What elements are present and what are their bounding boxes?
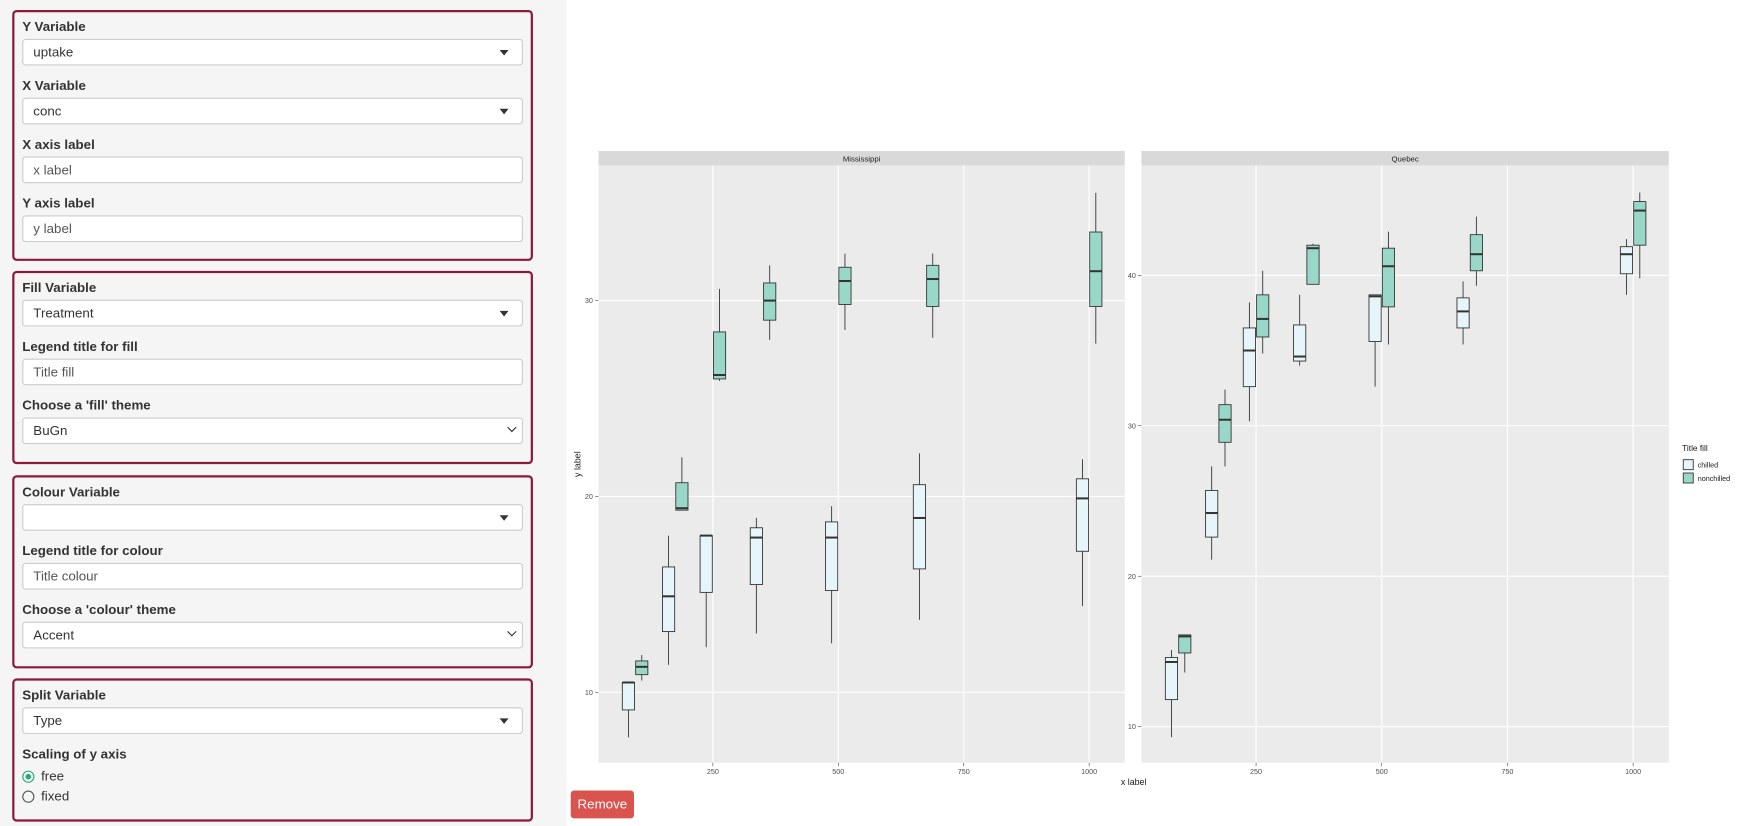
y-tick-label: 10 — [585, 688, 593, 697]
facet-title: Mississippi — [843, 155, 881, 164]
label: Scaling of y axis — [22, 746, 127, 762]
box — [1242, 327, 1256, 388]
label: Legend title for colour — [22, 542, 163, 559]
legend-key — [1682, 472, 1694, 484]
y-tick-label: 30 — [585, 296, 593, 305]
box — [1293, 324, 1307, 362]
y-tick-label: 10 — [1128, 722, 1136, 731]
text-input[interactable]: Title fill — [22, 358, 523, 386]
box — [1089, 231, 1103, 307]
option-label: fixed — [41, 788, 70, 804]
sidebar: Y Variable uptake X Variable conc X axis l… — [0, 0, 567, 826]
value: Accent — [33, 627, 75, 643]
select[interactable]: BuGn — [22, 417, 523, 445]
x-tick-label: 500 — [1376, 767, 1388, 776]
label: Y Variable — [22, 18, 86, 35]
y-tick-label: 40 — [1128, 271, 1136, 280]
label: Legend title for fill — [22, 338, 138, 355]
box — [1368, 294, 1382, 342]
strip — [1141, 151, 1669, 166]
select[interactable]: Treatment — [22, 299, 523, 327]
box — [1256, 294, 1270, 338]
select[interactable]: Accent — [22, 621, 523, 649]
box — [1381, 247, 1395, 308]
plot-panel — [598, 165, 1125, 763]
box — [926, 264, 940, 307]
box — [912, 484, 926, 570]
value: Title fill — [33, 364, 75, 380]
panel: Y Variable uptake X Variable conc X axis l… — [12, 9, 533, 261]
label: X Variable — [22, 77, 86, 94]
remove-button[interactable]: Remove — [570, 790, 634, 819]
box — [1218, 404, 1232, 443]
x-tick-label: 250 — [1250, 767, 1262, 776]
box — [825, 521, 839, 591]
label: Choose a 'fill' theme — [22, 397, 151, 414]
label: Colour Variable — [22, 484, 120, 500]
option-label: free — [41, 768, 65, 784]
strip — [598, 151, 1125, 166]
x-tick-label: 250 — [707, 767, 719, 776]
radio-option[interactable]: free — [22, 766, 523, 786]
box — [838, 266, 852, 305]
x-tick-label: 500 — [832, 767, 844, 776]
facet-title: Quebec — [1392, 155, 1419, 164]
value: Title colour — [33, 568, 98, 585]
box — [1075, 478, 1090, 552]
panel: Colour Variable Legend title for colour T… — [12, 475, 533, 669]
value: BuGn — [33, 423, 68, 439]
box — [1306, 244, 1320, 285]
plot-panel — [1141, 165, 1669, 763]
x-tick-label: 1000 — [1625, 767, 1641, 776]
box — [1456, 297, 1470, 329]
radio-option[interactable]: fixed — [22, 786, 523, 806]
box — [749, 527, 763, 586]
value: y label — [33, 220, 72, 237]
box — [621, 682, 635, 711]
label: Split Variable — [22, 687, 106, 703]
box — [662, 566, 676, 633]
select[interactable]: Type — [22, 707, 523, 734]
label: Y axis label — [22, 195, 95, 211]
box — [675, 482, 689, 511]
select[interactable] — [22, 504, 523, 531]
x-axis-label: x label — [1121, 777, 1147, 787]
box — [712, 331, 727, 380]
panel: Fill Variable Treatment Legend title for … — [12, 270, 533, 465]
y-axis-label: y label — [573, 451, 583, 477]
y-tick-label: 20 — [1128, 572, 1136, 581]
value: Type — [33, 712, 63, 729]
select[interactable]: conc — [22, 97, 523, 125]
legend-key — [1682, 459, 1694, 471]
y-tick-label: 30 — [1128, 421, 1136, 430]
x-tick-label: 750 — [1501, 767, 1513, 776]
text-input[interactable]: y label — [22, 215, 523, 243]
legend-label: chilled — [1698, 460, 1718, 469]
y-tick-label: 20 — [585, 492, 593, 501]
label: Fill Variable — [22, 279, 97, 296]
value: conc — [33, 103, 62, 119]
x-tick-label: 750 — [958, 767, 970, 776]
text-input[interactable]: x label — [22, 156, 523, 184]
panel: Split Variable Type Scaling of y axis fre… — [12, 678, 533, 822]
legend-title: Title fill — [1682, 443, 1708, 453]
box — [1178, 634, 1192, 654]
box — [1633, 201, 1647, 246]
value: Treatment — [33, 305, 94, 321]
x-tick-label: 1000 — [1081, 767, 1097, 776]
box — [1619, 246, 1634, 275]
legend-label: nonchilled — [1698, 474, 1730, 483]
select[interactable]: uptake — [22, 38, 523, 66]
box — [1469, 234, 1483, 272]
box — [1164, 657, 1179, 701]
box — [699, 535, 713, 593]
label: X axis label — [22, 136, 95, 153]
text-input[interactable]: Title colour — [22, 562, 523, 590]
label: Choose a 'colour' theme — [22, 601, 176, 618]
value: uptake — [33, 44, 74, 60]
value: x label — [33, 162, 72, 178]
